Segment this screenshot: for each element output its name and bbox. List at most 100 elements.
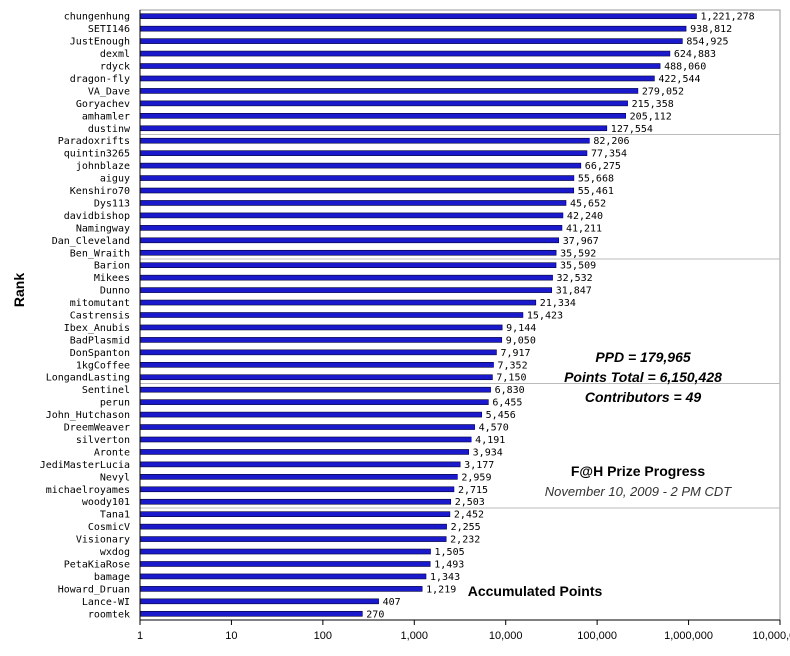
- value-label: 205,112: [630, 111, 672, 122]
- category-label: Barion: [94, 261, 130, 272]
- x-axis-ticks: 1 10 100 1,000 10,000 100,000 1,000,000 10,000,…: [137, 620, 790, 642]
- bar: [139, 187, 575, 194]
- value-label: 7,150: [496, 373, 526, 384]
- category-label: Dan_Cleveland: [52, 236, 130, 247]
- category-label: aiguy: [100, 174, 130, 185]
- value-label: 2,715: [458, 485, 488, 496]
- category-label: Nevyl: [100, 472, 130, 483]
- category-label: wxdog: [100, 547, 130, 558]
- bar: [139, 162, 582, 169]
- value-label: 42,240: [567, 211, 603, 222]
- x-tick-label: 10,000,000: [752, 630, 790, 642]
- value-label: 127,554: [611, 124, 653, 135]
- value-label: 854,925: [686, 37, 728, 48]
- value-label: 82,206: [593, 136, 629, 147]
- x-tick-label: 100,000: [577, 630, 617, 642]
- category-label: Howard_Druan: [58, 584, 130, 595]
- value-label: 7,917: [500, 348, 530, 359]
- category-label: Ibex_Anubis: [64, 323, 130, 334]
- value-label: 15,423: [527, 311, 563, 322]
- chart-annotation-date: November 10, 2009 - 2 PM CDT: [545, 484, 732, 499]
- value-label: 9,144: [506, 323, 536, 334]
- bar: [139, 249, 557, 256]
- category-label: dustinw: [88, 124, 131, 135]
- category-label: JustEnough: [70, 37, 130, 48]
- value-label: 77,354: [591, 149, 627, 160]
- value-label: 279,052: [642, 86, 684, 97]
- value-label: 3,177: [464, 460, 494, 471]
- contributors-stat: Contributors = 49: [585, 389, 702, 405]
- bar: [139, 75, 655, 82]
- value-label: 4,191: [475, 435, 505, 446]
- bar: [139, 312, 524, 318]
- value-label: 6,455: [492, 398, 522, 409]
- value-label: 2,255: [451, 522, 481, 533]
- value-label: 37,967: [563, 236, 599, 247]
- category-label: LongandLasting: [46, 373, 130, 384]
- bar: [139, 324, 503, 331]
- x-axis-title: Accumulated Points: [468, 583, 603, 599]
- value-label: 21,334: [540, 298, 576, 309]
- value-label: 55,461: [578, 186, 614, 197]
- chart-annotation-title: F@H Prize Progress: [571, 463, 705, 479]
- value-label: 6,830: [495, 385, 525, 396]
- category-label: John_Hutchason: [46, 410, 130, 421]
- bar: [139, 573, 427, 580]
- category-label: Castrensis: [70, 311, 130, 322]
- category-label: Namingway: [76, 223, 130, 234]
- value-label: 270: [366, 609, 384, 620]
- category-label: Ben_Wraith: [70, 248, 130, 259]
- bar: [139, 449, 469, 455]
- category-label: bamage: [94, 572, 130, 583]
- value-label: 422,544: [658, 74, 700, 85]
- category-label: CosmicV: [88, 522, 130, 533]
- bar: [139, 411, 482, 418]
- category-label: dragon-fly: [70, 74, 130, 85]
- bar: [139, 137, 590, 144]
- category-label: davidbishop: [64, 211, 130, 222]
- ppd-stat: PPD = 179,965: [595, 349, 691, 365]
- category-label: roomtek: [88, 609, 130, 620]
- bar: [139, 586, 423, 592]
- bar: [139, 486, 455, 493]
- bar: [139, 598, 379, 605]
- x-tick-label: 1,000: [401, 630, 429, 642]
- x-tick-label: 1: [137, 630, 143, 642]
- bar: [139, 511, 451, 517]
- value-label: 215,358: [632, 99, 674, 110]
- value-label: 4,570: [479, 423, 509, 434]
- y-axis-title: Rank: [11, 273, 27, 307]
- category-label: michaelroyames: [46, 485, 130, 496]
- bar: [139, 536, 447, 542]
- value-label: 1,221,278: [701, 12, 755, 23]
- category-label: DreemWeaver: [64, 423, 130, 434]
- bar: [139, 63, 661, 69]
- x-tick-label: 10: [225, 630, 237, 642]
- bar: [139, 337, 503, 343]
- value-label: 2,503: [455, 497, 485, 508]
- category-label: BadPlasmid: [70, 335, 130, 346]
- bar: [139, 100, 628, 107]
- value-label: 45,652: [570, 198, 606, 209]
- category-label: Mikees: [94, 273, 130, 284]
- category-label: JediMasterLucia: [40, 460, 130, 471]
- bar: [139, 548, 431, 555]
- category-label: Goryachev: [76, 99, 130, 110]
- value-label: 1,219: [426, 584, 456, 595]
- bar: [139, 349, 497, 356]
- value-label: 31,847: [556, 286, 592, 297]
- bar: [139, 374, 493, 381]
- value-label: 32,532: [557, 273, 593, 284]
- value-label: 488,060: [664, 62, 706, 73]
- bar: [139, 274, 553, 281]
- category-label: Paradoxrifts: [58, 136, 130, 147]
- value-label: 55,668: [578, 174, 614, 185]
- bar: [139, 561, 431, 567]
- category-label: Dunno: [100, 286, 130, 297]
- category-label: amhamler: [82, 111, 130, 122]
- value-label: 2,959: [461, 472, 491, 483]
- category-label: DonSpanton: [70, 348, 130, 359]
- bar: [139, 299, 537, 306]
